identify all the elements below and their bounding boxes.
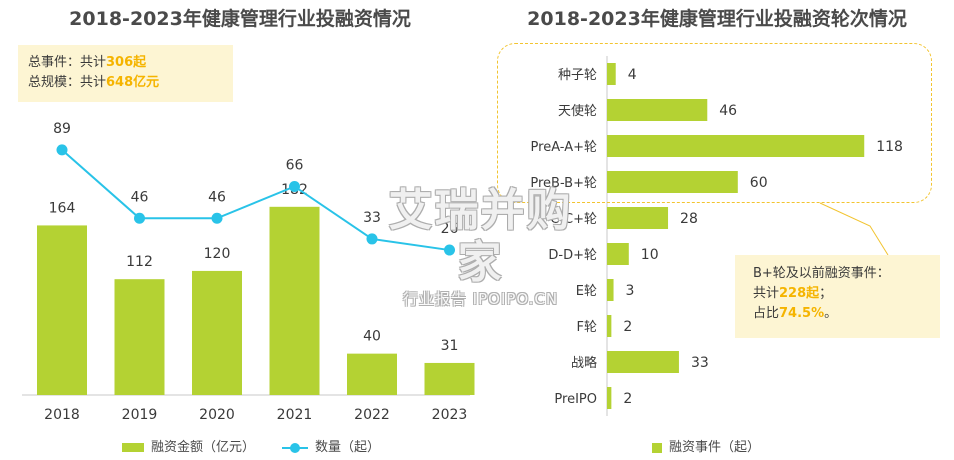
callout-line-3: 占比74.5%。 xyxy=(753,306,838,321)
count-point xyxy=(134,212,145,224)
x-tick-label: 2021 xyxy=(277,407,313,423)
round-data-label: 28 xyxy=(680,211,698,227)
amount-bar xyxy=(192,270,242,395)
round-bar xyxy=(607,279,614,301)
x-tick-label: 2018 xyxy=(44,407,80,423)
early-round-highlight-box xyxy=(497,43,932,203)
round-bar xyxy=(607,135,865,157)
x-tick-label: 2022 xyxy=(354,407,390,423)
round-bar xyxy=(607,387,612,409)
round-data-label: 2 xyxy=(623,391,632,407)
count-point xyxy=(444,244,455,256)
round-bar xyxy=(607,351,679,373)
round-category-label: D-D+轮 xyxy=(548,248,597,263)
count-data-label: 33 xyxy=(363,210,381,226)
round-category-label: PreA-A+轮 xyxy=(531,140,597,155)
round-bar xyxy=(607,243,629,265)
legend-round-swatch xyxy=(652,442,662,453)
amount-bar xyxy=(269,206,320,395)
right-chart-title: 2018-2023年健康管理行业投融资轮次情况 xyxy=(527,8,907,30)
count-data-label: 26 xyxy=(441,221,459,237)
count-data-label: 66 xyxy=(286,157,304,173)
legend-bar-swatch xyxy=(122,443,144,452)
legend-amount: 融资金额（亿元） xyxy=(122,438,255,458)
amount-data-label: 164 xyxy=(49,200,76,216)
round-data-label: 46 xyxy=(719,103,737,119)
count-data-label: 46 xyxy=(208,189,226,205)
investment-amount-count-chart: 1642018112201912020201822021402022312023… xyxy=(22,121,475,423)
round-data-label: 118 xyxy=(876,139,903,155)
round-data-label: 4 xyxy=(628,67,637,83)
round-category-label: 种子轮 xyxy=(558,68,597,83)
amount-data-label: 112 xyxy=(126,254,153,270)
amount-data-label: 40 xyxy=(363,329,381,345)
count-point xyxy=(211,212,223,224)
round-data-label: 60 xyxy=(750,175,768,191)
left-chart-title: 2018-2023年健康管理行业投融资情况 xyxy=(69,8,411,30)
legend-line-swatch xyxy=(282,441,308,455)
early-round-callout: B+轮及以前融资事件： 共计228起； 占比74.5%。 xyxy=(735,255,940,338)
count-point xyxy=(366,233,378,245)
round-bar xyxy=(607,171,738,193)
round-category-label: 天使轮 xyxy=(558,103,597,119)
round-category-label: PreB-B+轮 xyxy=(530,176,597,191)
round-category-label: C-C+轮 xyxy=(550,212,597,227)
round-data-label: 33 xyxy=(691,355,709,371)
amount-bar xyxy=(114,279,165,395)
count-point xyxy=(289,180,300,192)
summary-box: 总事件：共计306起 总规模：共计648亿元 xyxy=(18,45,233,102)
x-tick-label: 2019 xyxy=(122,407,158,423)
legend-round-events: 融资事件（起） xyxy=(652,438,760,458)
legend-count: 数量（起） xyxy=(282,438,380,458)
amount-bar xyxy=(424,362,475,395)
callout-line-2: 共计228起； xyxy=(753,286,833,301)
callout-line-1: B+轮及以前融资事件： xyxy=(753,266,890,281)
x-tick-label: 2023 xyxy=(432,407,468,423)
round-category-label: F轮 xyxy=(577,320,597,335)
round-bar xyxy=(607,315,612,337)
round-data-label: 10 xyxy=(641,247,659,263)
round-bar xyxy=(607,207,669,229)
funding-round-chart: 4 种子轮 46 天使轮 118 PreA-A+轮 60 PreB-B+轮 28 C-C+轮 10 D… xyxy=(530,56,903,416)
amount-bar xyxy=(37,225,87,395)
count-data-label: 46 xyxy=(131,189,149,205)
round-category-label: 战略 xyxy=(571,355,597,371)
round-bar xyxy=(607,99,708,121)
count-series-line xyxy=(61,149,450,252)
round-bar xyxy=(607,63,616,85)
round-category-label: E轮 xyxy=(576,284,597,299)
summary-total-events: 总事件：共计306起 xyxy=(28,55,147,70)
amount-data-label: 120 xyxy=(204,246,231,262)
round-category-label: PreIPO xyxy=(554,392,597,407)
amount-data-label: 31 xyxy=(441,338,459,354)
round-data-label: 2 xyxy=(623,319,632,335)
amount-bar xyxy=(347,353,397,395)
count-point xyxy=(56,144,68,156)
x-tick-label: 2020 xyxy=(199,407,235,423)
summary-total-scale: 总规模：共计648亿元 xyxy=(28,75,160,90)
round-data-label: 3 xyxy=(626,283,635,299)
count-data-label: 89 xyxy=(53,121,71,137)
